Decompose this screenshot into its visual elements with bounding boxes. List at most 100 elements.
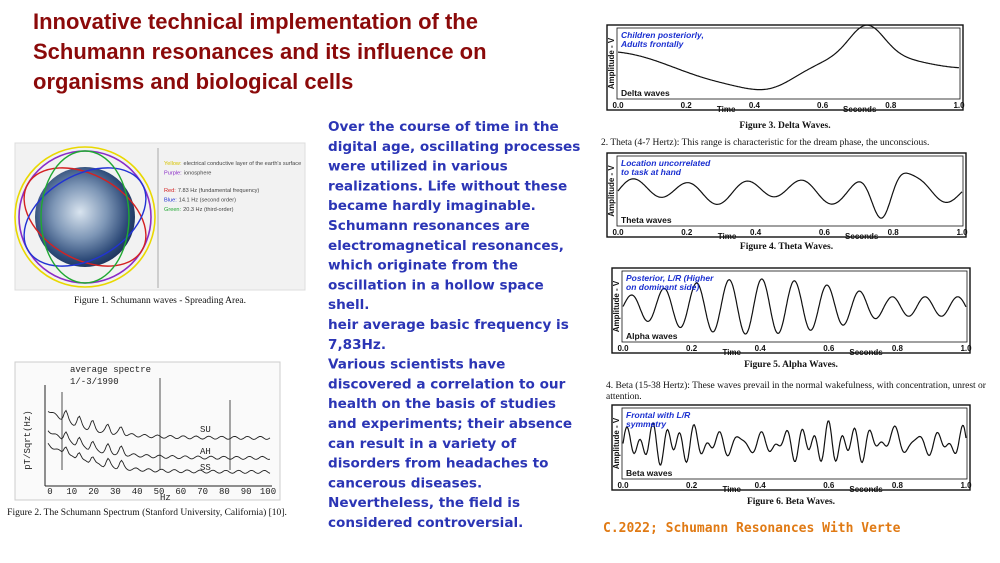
wave-label: symmetry — [626, 419, 667, 429]
y-axis-label: Amplitude - V — [607, 165, 616, 217]
wave — [617, 172, 963, 219]
x-tick-label: 1.0 — [960, 481, 972, 490]
spectrum-curve-label: SS — [200, 463, 211, 473]
x-tick-label: 0.2 — [686, 344, 698, 353]
legend-entry: Purple: ionosphere — [164, 171, 211, 177]
spectrum-x-tick: 60 — [175, 487, 186, 497]
beta-note: 4. Beta (15-38 Hertz): These waves preva… — [606, 380, 987, 391]
y-axis-label: Amplitude - V — [612, 417, 621, 469]
spectrum-xlabel: Hz — [160, 493, 171, 503]
body-line: Schumann resonances are — [328, 218, 530, 234]
caption: Figure 5. Alpha Waves. — [744, 360, 838, 370]
footer: C.2022; Schumann Resonances With Verte — [603, 521, 901, 536]
caption: Figure 2. The Schumann Spectrum (Stanfor… — [7, 507, 287, 518]
wave-label: Children posteriorly, — [621, 30, 704, 40]
legend-key: Purple: — [164, 171, 182, 177]
legend-entry: Green: 20.3 Hz (third-order) — [164, 207, 234, 213]
wave-label: Location uncorrelated — [621, 158, 711, 168]
legend-text: 20.3 Hz (third-order) — [183, 207, 233, 213]
plot-frame — [611, 267, 971, 354]
title-line: Schumann resonances and its influence on — [33, 39, 487, 64]
x-tick-label: 0.6 — [823, 344, 835, 353]
spectrum-curve — [47, 442, 271, 474]
wave-label: Posterior, L/R (Higher — [626, 273, 714, 283]
ring-green — [40, 150, 130, 284]
body-line: can result in a variety of — [328, 436, 517, 452]
beta-note: attention. — [606, 392, 642, 402]
plot-frame — [606, 24, 964, 111]
x-tick-label: 0.4 — [755, 344, 767, 353]
wave — [622, 420, 967, 466]
legend-key: Red: — [164, 188, 176, 194]
spectrum-curve — [47, 409, 271, 440]
legend-text: electrical conductive layer of the earth… — [184, 161, 302, 167]
body-line: oscillation in a hollow space — [328, 277, 544, 293]
spectrum-date: 1/-3/1990 — [70, 377, 119, 387]
body-line: 7,83Hz. — [328, 337, 386, 353]
body-line: disorders from headaches to — [328, 456, 548, 472]
wave-label: Adults frontally — [620, 39, 685, 49]
figure-1: Yellow: electrical conductive layer of th… — [14, 142, 306, 306]
body-line: Nevertheless, the field is — [328, 495, 520, 511]
y-axis-label: Amplitude - V — [607, 37, 616, 89]
body-line: shell. — [328, 297, 369, 313]
legend-entry: Red: 7.83 Hz (fundamental frequency) — [164, 188, 259, 194]
caption: Figure 1. Schumann waves - Spreading Are… — [74, 296, 246, 306]
body-line: realizations. Life without these — [328, 178, 567, 194]
x-tick-label: 0.8 — [885, 101, 897, 110]
spectrum-curve-label: AH — [200, 447, 211, 457]
title-line: organisms and biological cells — [33, 69, 353, 94]
wave-name: Beta waves — [626, 468, 673, 478]
wave-label: on dominant side) — [626, 282, 699, 292]
spectrum-x-tick: 100 — [260, 487, 276, 497]
spectrum-heading: average spectre — [70, 365, 151, 375]
spectrum-x-tick: 80 — [219, 487, 230, 497]
wave — [622, 278, 967, 335]
wave-name: Alpha waves — [626, 331, 678, 341]
spectrum-x-tick: 40 — [132, 487, 143, 497]
wave-label: to task at hand — [621, 167, 682, 177]
caption: Figure 3. Delta Waves. — [739, 121, 830, 131]
spectrum-x-tick: 70 — [197, 487, 208, 497]
wave — [617, 24, 959, 91]
spectrum-x-tick: 90 — [241, 487, 252, 497]
x-tick-label: 0.6 — [819, 228, 831, 237]
body-line: which originate from the — [328, 258, 518, 274]
time-label: Time — [717, 105, 736, 114]
wave-name: Theta waves — [621, 215, 672, 225]
x-tick-label: 0.0 — [617, 344, 629, 353]
title: Innovative technical implementation of t… — [33, 9, 487, 94]
legend-key: Blue: — [164, 198, 177, 204]
body-line: digital age, oscillating processes — [328, 139, 580, 155]
x-tick-label: 0.4 — [755, 481, 767, 490]
plot-frame — [606, 152, 967, 238]
wave-name: Delta waves — [621, 88, 670, 98]
ring-yellow — [14, 146, 156, 288]
legend-entry: Yellow: electrical conductive layer of th… — [164, 161, 301, 167]
seconds-label: Seconds — [845, 232, 879, 241]
x-tick-label: 0.4 — [750, 228, 762, 237]
figure-2-frame — [14, 361, 281, 501]
x-tick-label: 0.0 — [617, 481, 629, 490]
x-tick-label: 1.0 — [960, 344, 972, 353]
body-line: cancerous diseases. — [328, 475, 482, 491]
x-tick-label: 0.6 — [823, 481, 835, 490]
earth — [35, 167, 135, 267]
body-line: considered controversial. — [328, 515, 523, 531]
legend-key: Green: — [164, 207, 182, 213]
seconds-label: Seconds — [849, 485, 883, 494]
spectrum-curve — [47, 430, 271, 460]
legend-entry: Blue: 14.1 Hz (second order) — [164, 198, 236, 204]
body-line: heir average basic frequency is — [328, 317, 569, 333]
title-line: Innovative technical implementation of t… — [33, 9, 478, 34]
legend-text: 14.1 Hz (second order) — [179, 198, 236, 204]
spectrum-x-tick: 30 — [110, 487, 121, 497]
x-tick-label: 0.2 — [686, 481, 698, 490]
x-tick-label: 0.0 — [612, 101, 624, 110]
x-tick-label: 0.6 — [817, 101, 829, 110]
plot-area — [621, 270, 968, 343]
x-tick-label: 0.4 — [749, 101, 761, 110]
